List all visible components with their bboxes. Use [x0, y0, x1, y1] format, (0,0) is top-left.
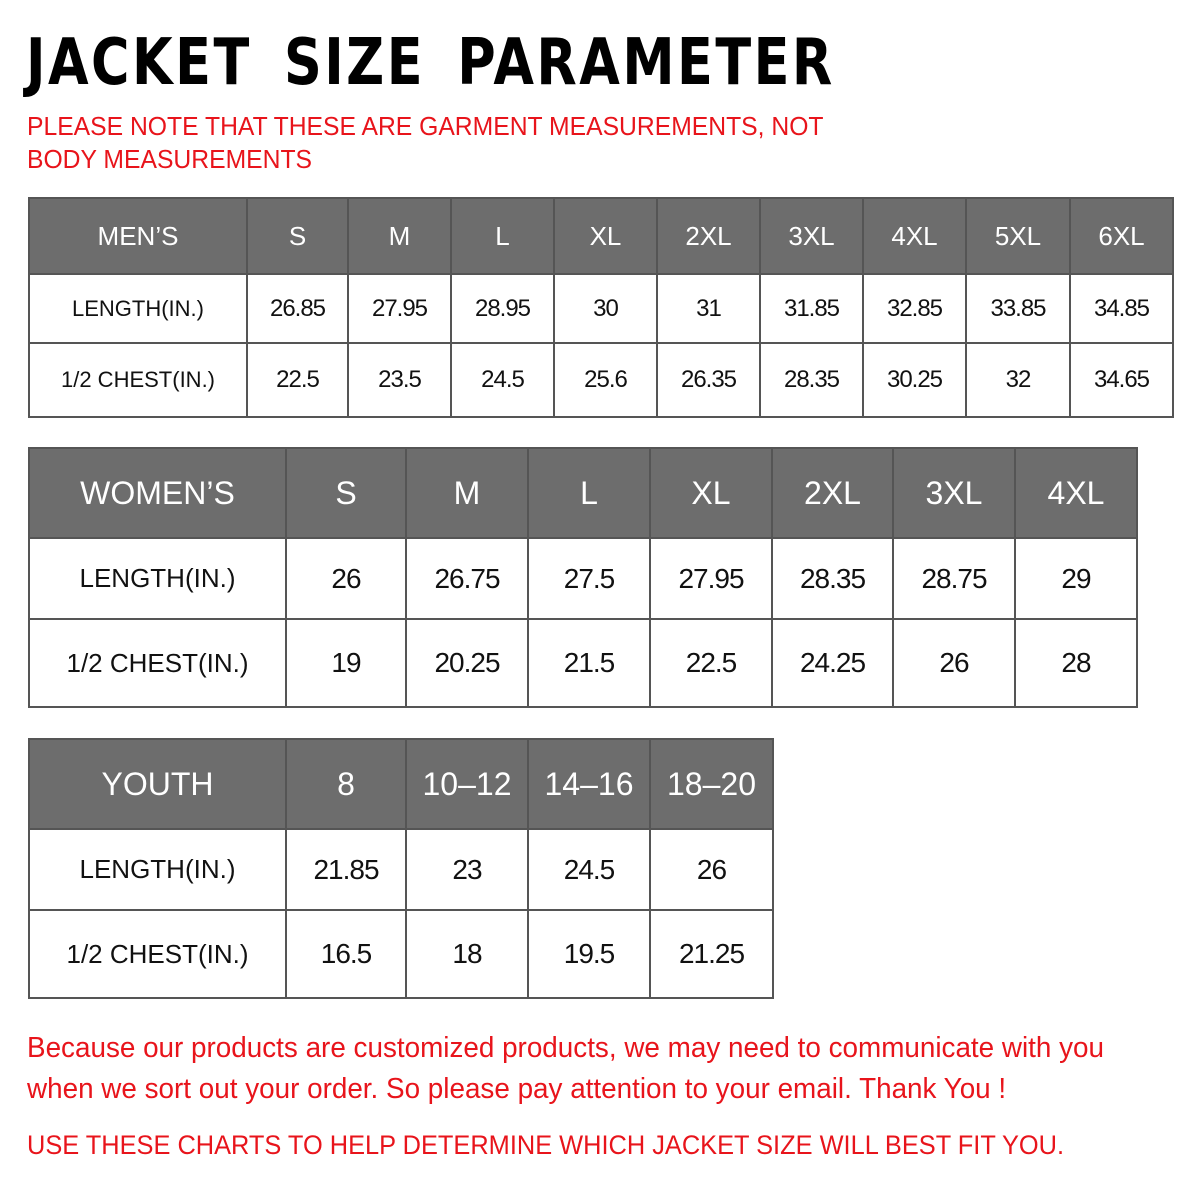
measurement-value: 28.35 [771, 537, 894, 620]
measurement-label: 1/2 CHEST(IN.) [28, 342, 248, 418]
measurement-value: 26.85 [246, 273, 349, 344]
measurement-value: 28.35 [759, 342, 864, 418]
size-header: L [527, 447, 651, 539]
size-header: 10–12 [405, 738, 529, 830]
measurement-value: 27.95 [649, 537, 773, 620]
category-header: WOMEN’S [28, 447, 287, 539]
size-header: L [450, 197, 555, 275]
size-header: S [246, 197, 349, 275]
measurement-label: LENGTH(IN.) [28, 537, 287, 620]
measurement-value: 24.5 [527, 828, 651, 911]
measurement-value: 26 [285, 537, 407, 620]
measurement-value: 31 [656, 273, 761, 344]
measurement-value: 30 [553, 273, 658, 344]
measurement-value: 32.85 [862, 273, 967, 344]
size-header: XL [649, 447, 773, 539]
table-row: LENGTH(IN.) 26 26.75 27.5 27.95 28.35 28.75 29 [28, 537, 1138, 620]
category-header: YOUTH [28, 738, 287, 830]
table-row: 1/2 CHEST(IN.) 16.5 18 19.5 21.25 [28, 909, 774, 999]
size-header: 2XL [656, 197, 761, 275]
size-header: XL [553, 197, 658, 275]
measurement-value: 26.35 [656, 342, 761, 418]
size-chart-tip: USE THESE CHARTS TO HELP DETERMINE WHICH… [27, 1130, 1065, 1160]
size-header: 3XL [892, 447, 1016, 539]
measurement-value: 27.5 [527, 537, 651, 620]
table-row: LENGTH(IN.) 21.85 23 24.5 26 [28, 828, 774, 911]
measurement-value: 31.85 [759, 273, 864, 344]
size-header: 3XL [759, 197, 864, 275]
page-title: JACKET SIZE PARAMETER [26, 26, 835, 100]
measurement-value: 30.25 [862, 342, 967, 418]
mens-size-table: MEN’S S M L XL 2XL 3XL 4XL 5XL 6XL LENGTH(IN.) 26.8… [28, 197, 1174, 418]
size-header: 4XL [1014, 447, 1138, 539]
table-row: 1/2 CHEST(IN.) 19 20.25 21.5 22.5 24.25 26 28 [28, 618, 1138, 708]
size-header: 6XL [1069, 197, 1174, 275]
size-header: 5XL [965, 197, 1071, 275]
measurement-value: 21.5 [527, 618, 651, 708]
measurement-value: 26 [892, 618, 1016, 708]
measurement-label: 1/2 CHEST(IN.) [28, 618, 287, 708]
measurement-value: 32 [965, 342, 1071, 418]
table-row: LENGTH(IN.) 26.85 27.95 28.95 30 31 31.85 32.85… [28, 273, 1174, 344]
measurement-value: 33.85 [965, 273, 1071, 344]
measurement-value: 25.6 [553, 342, 658, 418]
size-header: 8 [285, 738, 407, 830]
table-header-row: MEN’S S M L XL 2XL 3XL 4XL 5XL 6XL [28, 197, 1174, 275]
size-header: 2XL [771, 447, 894, 539]
measurement-value: 28.75 [892, 537, 1016, 620]
measurement-value: 23 [405, 828, 529, 911]
size-header: S [285, 447, 407, 539]
measurement-value: 28 [1014, 618, 1138, 708]
measurement-value: 22.5 [649, 618, 773, 708]
size-header: 4XL [862, 197, 967, 275]
measurement-value: 23.5 [347, 342, 452, 418]
womens-size-table: WOMEN’S S M L XL 2XL 3XL 4XL LENGTH(IN.) 26 26.75 2… [28, 447, 1138, 708]
measurement-value: 26.75 [405, 537, 529, 620]
measurement-value: 26 [649, 828, 774, 911]
measurement-label: LENGTH(IN.) [28, 828, 287, 911]
size-header: M [347, 197, 452, 275]
measurement-value: 19.5 [527, 909, 651, 999]
measurement-value: 24.5 [450, 342, 555, 418]
measurement-value: 20.25 [405, 618, 529, 708]
table-row: 1/2 CHEST(IN.) 22.5 23.5 24.5 25.6 26.35 28.35… [28, 342, 1174, 418]
measurement-label: 1/2 CHEST(IN.) [28, 909, 287, 999]
measurement-value: 16.5 [285, 909, 407, 999]
measurement-value: 21.25 [649, 909, 774, 999]
table-header-row: YOUTH 8 10–12 14–16 18–20 [28, 738, 774, 830]
customization-message: Because our products are customized prod… [27, 1032, 1105, 1105]
category-header: MEN’S [28, 197, 248, 275]
measurement-value: 22.5 [246, 342, 349, 418]
measurement-label: LENGTH(IN.) [28, 273, 248, 344]
youth-size-table: YOUTH 8 10–12 14–16 18–20 LENGTH(IN.) 21.85 23 2… [28, 738, 774, 999]
table-header-row: WOMEN’S S M L XL 2XL 3XL 4XL [28, 447, 1138, 539]
size-header: 18–20 [649, 738, 774, 830]
measurement-value: 19 [285, 618, 407, 708]
measurement-value: 21.85 [285, 828, 407, 911]
measurement-value: 24.25 [771, 618, 894, 708]
measurement-value: 28.95 [450, 273, 555, 344]
size-header: M [405, 447, 529, 539]
measurement-value: 18 [405, 909, 529, 999]
measurement-value: 34.65 [1069, 342, 1174, 418]
measurement-note: PLEASE NOTE THAT THESE ARE GARMENT MEASU… [27, 111, 824, 174]
size-header: 14–16 [527, 738, 651, 830]
measurement-value: 29 [1014, 537, 1138, 620]
measurement-value: 34.85 [1069, 273, 1174, 344]
measurement-value: 27.95 [347, 273, 452, 344]
